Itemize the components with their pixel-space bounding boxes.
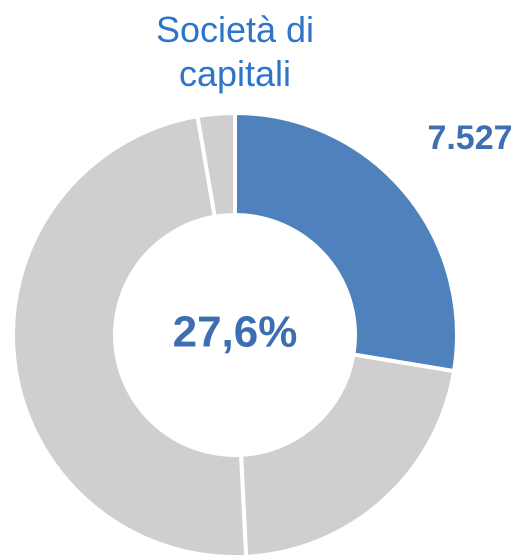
chart-title: Società di capitali (155, 9, 315, 94)
annotation: 7.527 (427, 119, 512, 157)
pie-slice (233, 110, 459, 374)
center-label: 27,6% (173, 308, 298, 357)
pie-slice (238, 352, 457, 555)
pie-slice (195, 110, 237, 220)
pie-slice (11, 113, 249, 555)
